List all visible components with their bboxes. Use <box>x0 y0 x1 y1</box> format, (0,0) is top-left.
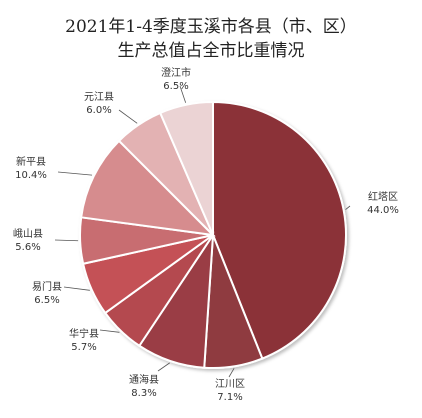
leader-line <box>54 239 79 242</box>
chart-title-line2: 生产总值占全市比重情况 <box>117 41 305 61</box>
slice-value-label: 44.0% <box>367 205 399 216</box>
slice-label: 元江县 <box>84 91 114 103</box>
leader-line <box>99 329 120 333</box>
slice-value-label: 6.0% <box>86 105 111 116</box>
slice-value-label: 5.7% <box>71 342 96 353</box>
leader-line <box>118 109 138 124</box>
leader-line <box>179 85 187 103</box>
slice-label: 红塔区 <box>368 190 398 203</box>
slice-value-label: 10.4% <box>15 170 47 181</box>
slice-label: 通海县 <box>129 373 159 386</box>
chart-title-line1: 2021年1-4季度玉溪市各县（市、区） <box>65 17 357 37</box>
leader-line <box>228 368 235 378</box>
slice-value-label: 6.5% <box>34 295 59 306</box>
slice-label: 江川区 <box>215 378 245 390</box>
slice-value-label: 7.1% <box>217 392 242 403</box>
slice-label: 易门县 <box>32 280 62 293</box>
slice-label: 峨山县 <box>13 228 43 240</box>
slice-label: 澄江市 <box>161 66 191 79</box>
slice-label: 新平县 <box>16 155 46 168</box>
pie-slice <box>212 100 347 360</box>
leader-line <box>345 205 351 210</box>
pie-slice <box>80 139 216 237</box>
slice-label: 华宁县 <box>69 327 99 340</box>
pie-slice <box>158 100 214 236</box>
leader-line <box>157 362 170 372</box>
slice-value-label: 8.3% <box>131 388 156 399</box>
leader-line <box>63 286 90 291</box>
slice-value-label: 6.5% <box>163 81 188 92</box>
leader-line <box>57 171 93 176</box>
slice-value-label: 5.6% <box>15 242 40 253</box>
